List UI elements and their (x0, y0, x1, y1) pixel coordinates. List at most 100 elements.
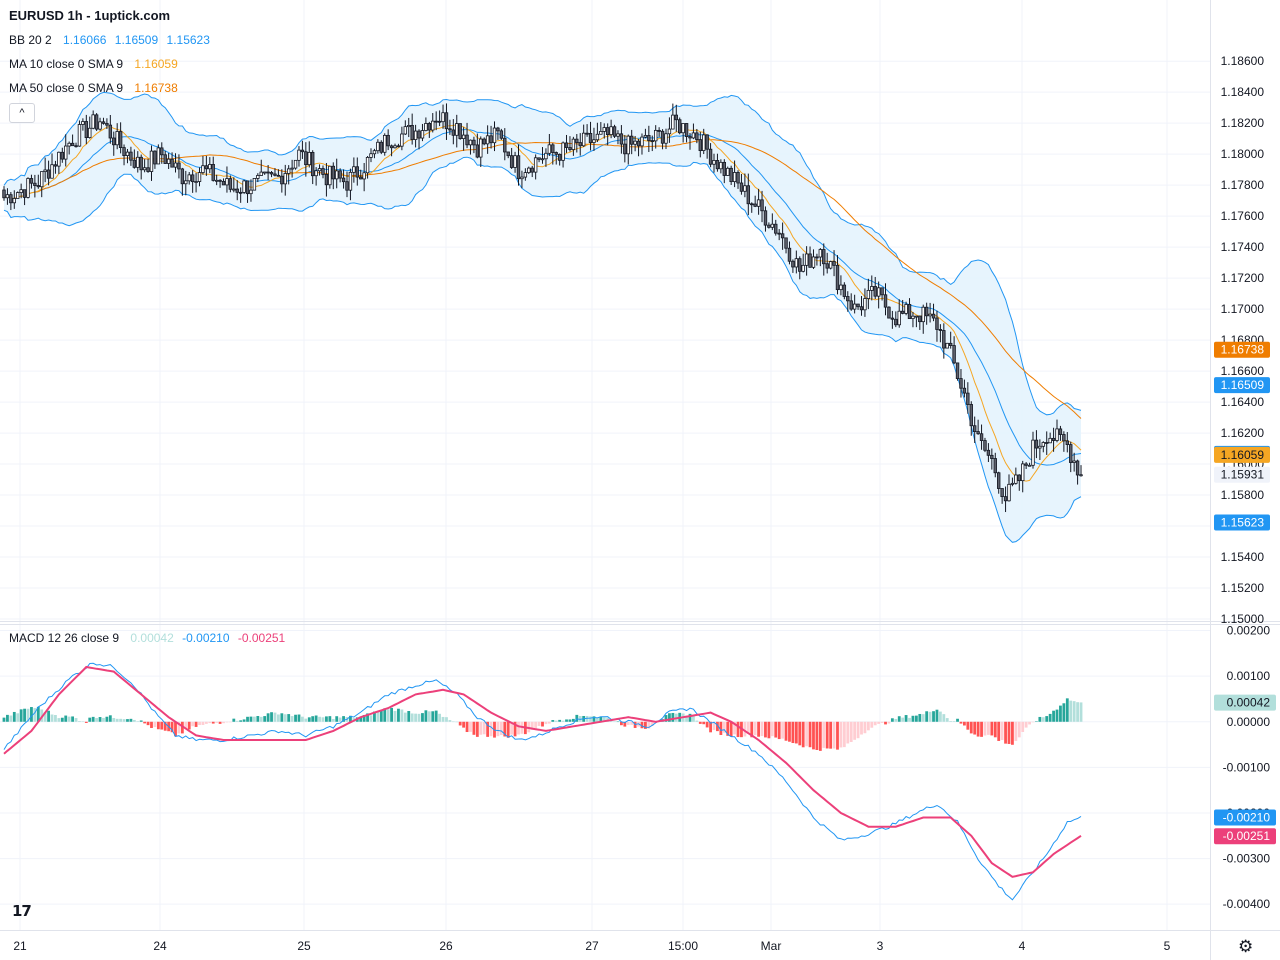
histogram-bar (921, 714, 925, 722)
candle-body (208, 164, 212, 170)
histogram-bar (431, 711, 435, 722)
candle-body (1048, 437, 1052, 444)
histogram-bar (846, 721, 850, 744)
price-tag-box (1214, 514, 1270, 531)
time-tick-label: 3 (877, 939, 884, 953)
histogram-bar (1076, 702, 1079, 722)
legend-ma50[interactable]: MA 50 close 0 SMA 9 1.16738 (9, 81, 178, 95)
candle-body (12, 198, 16, 204)
macd-tick-label: -0.00300 (1223, 852, 1271, 866)
chevron-up-icon: ^ (19, 107, 25, 119)
macd-tag-label: -0.00251 (1223, 829, 1271, 843)
price-tick-label: 1.15400 (1221, 550, 1265, 564)
histogram-bar (1000, 721, 1004, 741)
candle-body (825, 263, 829, 269)
price-tick-label: 1.16600 (1221, 364, 1265, 378)
candle-body (842, 284, 847, 297)
histogram-bar (331, 718, 335, 722)
histogram-bar (1055, 709, 1059, 722)
histogram-bar (698, 721, 702, 724)
histogram-bar (438, 713, 442, 722)
bollinger-upper-line (3, 91, 1082, 416)
candle-body (753, 203, 757, 207)
candle-body (887, 306, 891, 319)
histogram-bar (287, 714, 291, 722)
legend-macd[interactable]: MACD 12 26 close 9 0.00042 -0.00210 -0.0… (9, 631, 285, 645)
macd-tag-label: 0.00042 (1227, 696, 1271, 710)
macd-tick-label: 0.00100 (1227, 669, 1271, 683)
candle-body (527, 167, 531, 173)
histogram-bar (191, 721, 195, 727)
candle-body (955, 362, 960, 379)
candle-body (588, 132, 593, 143)
candle-body (317, 168, 322, 172)
histogram-bar (403, 712, 407, 722)
histogram-bar (311, 716, 315, 722)
legend-ma10[interactable]: MA 10 close 0 SMA 9 1.16059 (9, 57, 178, 71)
histogram-bar (873, 721, 877, 726)
legend-bb[interactable]: BB 20 2 1.16066 1.16509 1.15623 (9, 33, 210, 47)
candle-body (232, 188, 236, 191)
histogram-bar (129, 718, 133, 722)
candle-body (376, 141, 380, 152)
candle-body (602, 127, 606, 132)
candle-body (629, 135, 634, 145)
histogram-bar (95, 718, 99, 722)
histogram-bar (890, 718, 894, 722)
histogram-bar (150, 721, 153, 728)
histogram-bar (973, 721, 977, 735)
tradingview-logo-icon[interactable]: 17 (12, 902, 32, 920)
candle-body (1007, 483, 1011, 502)
histogram-bar (510, 721, 514, 735)
price-tag-label: 1.15931 (1221, 468, 1265, 482)
candle-body (870, 286, 874, 291)
candle-body (482, 138, 486, 145)
candle-body (774, 223, 778, 234)
candle-body (91, 114, 95, 129)
histogram-bar (551, 720, 555, 722)
candle-body (64, 145, 68, 160)
candle-body (619, 133, 624, 145)
candle-body (736, 172, 740, 184)
histogram-bar (108, 715, 112, 722)
histogram-bar (575, 714, 579, 722)
histogram-bar (19, 709, 23, 722)
candle-body (389, 145, 394, 149)
histogram-bar (620, 721, 623, 726)
histogram-bar (836, 721, 839, 750)
histogram-bar (770, 721, 774, 737)
candle-body (338, 170, 342, 179)
histogram-bar (767, 721, 771, 739)
histogram-bar (904, 715, 908, 722)
candle-body (485, 135, 490, 145)
histogram-bar (956, 718, 959, 722)
histogram-bar (914, 715, 918, 722)
candle-body (269, 172, 274, 175)
gear-icon[interactable]: ⚙ (1238, 937, 1254, 957)
histogram-bar (963, 721, 966, 726)
candle-body (362, 172, 366, 180)
histogram-bar (225, 721, 229, 723)
candle-body (705, 134, 709, 150)
histogram-bar (544, 721, 548, 725)
histogram-bar (201, 721, 205, 725)
candle-body (880, 287, 884, 296)
candle-body (441, 112, 445, 123)
price-tag-label: 1.15623 (1221, 515, 1265, 529)
histogram-bar (373, 711, 376, 722)
macd-axis: 0.002000.001000.00000-0.00100-0.00200-0.… (1223, 624, 1271, 912)
histogram-bar (342, 716, 345, 722)
histogram-bar (228, 721, 232, 723)
candle-body (578, 142, 582, 147)
collapse-legend-button[interactable]: ^ (9, 103, 35, 123)
histogram-bar (719, 721, 723, 735)
histogram-bar (249, 716, 253, 722)
histogram-bar (204, 721, 208, 724)
histogram-bar (949, 721, 953, 722)
candle-body (581, 132, 586, 147)
histogram-bar (595, 717, 599, 722)
candle-body (897, 310, 901, 326)
histogram-bar (863, 721, 867, 734)
histogram-bar (805, 721, 809, 747)
